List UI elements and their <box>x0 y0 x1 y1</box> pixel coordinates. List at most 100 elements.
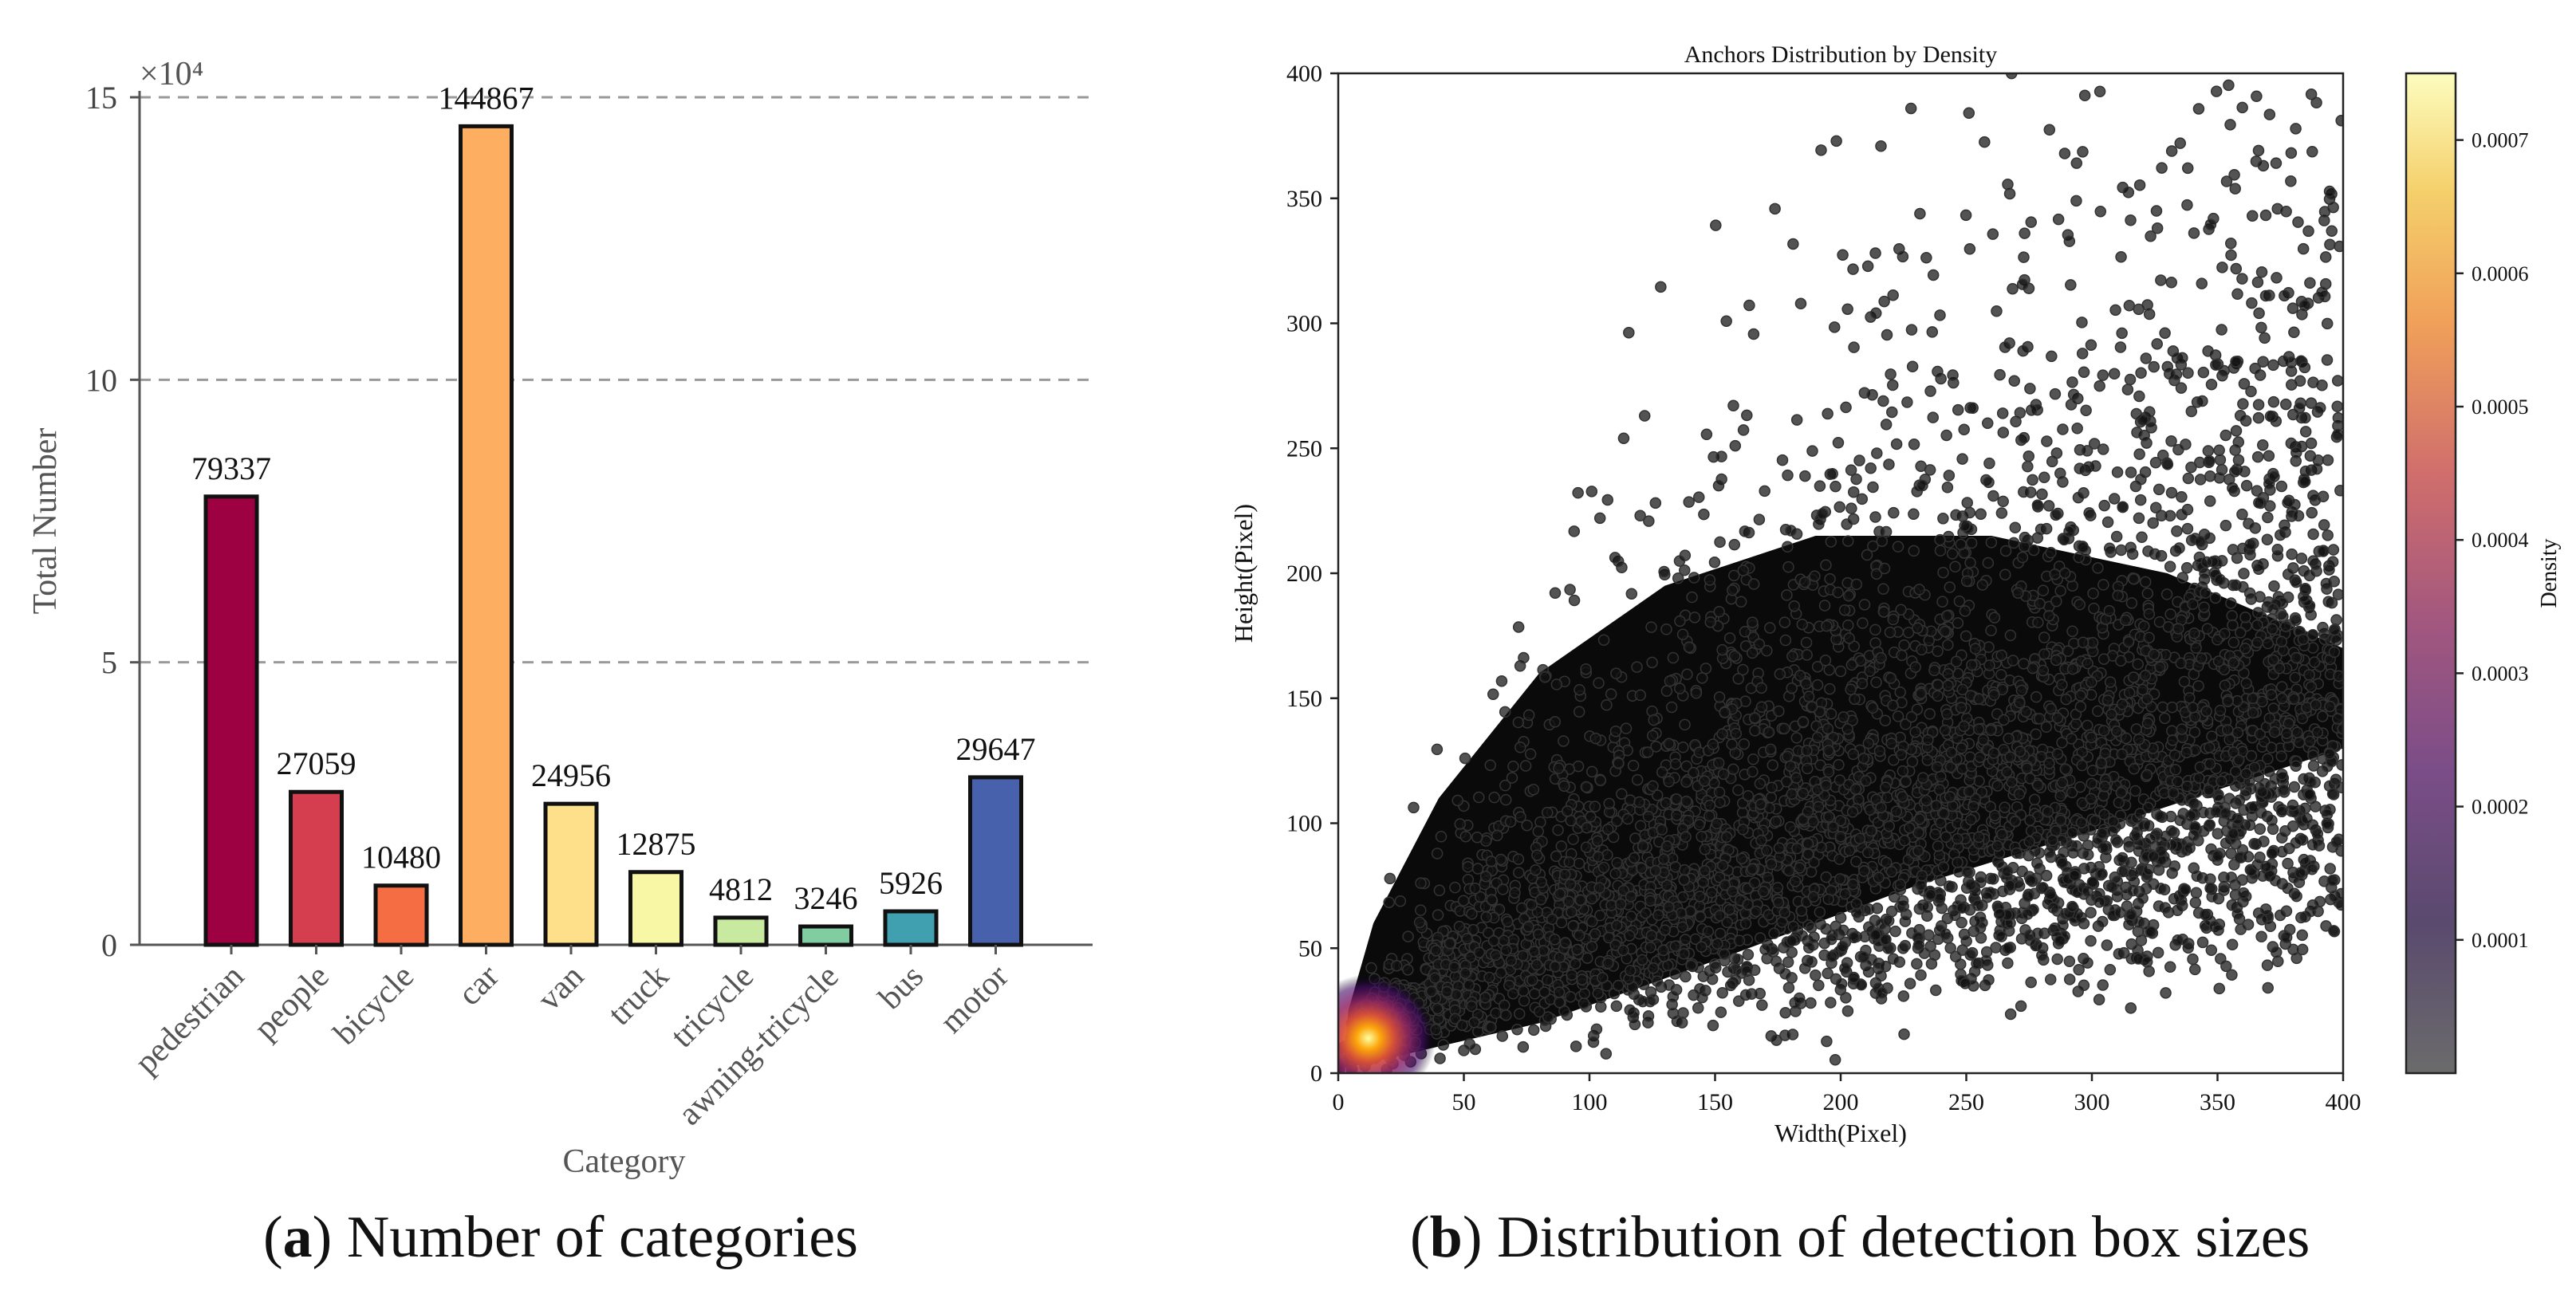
point <box>2324 238 2336 251</box>
point <box>2116 852 2129 864</box>
point <box>1755 834 1767 847</box>
point <box>2009 521 2022 533</box>
point <box>1818 600 1831 612</box>
point <box>1459 830 1472 843</box>
point <box>2134 808 2146 820</box>
point <box>1897 765 1909 777</box>
point <box>1737 424 1750 436</box>
point <box>1877 395 1889 407</box>
point <box>2002 178 2014 191</box>
point <box>2063 955 2076 968</box>
point <box>2311 828 2324 840</box>
point <box>1512 853 1525 865</box>
point <box>2110 726 2123 738</box>
point <box>1487 934 1500 947</box>
point <box>1832 437 1845 449</box>
point <box>2232 454 2245 466</box>
point <box>1793 992 1806 1005</box>
point <box>1674 682 1686 694</box>
bar-chart-panel: 0 5 10 15 ×10⁴ Total Number 79337 pedestrian 270… <box>0 0 1212 1196</box>
point <box>1727 399 1739 412</box>
point <box>2205 378 2218 391</box>
point <box>2323 185 2336 198</box>
colorbar-tick-label-1: 0.0002 <box>2472 796 2529 819</box>
point <box>2054 814 2067 827</box>
point <box>1996 828 2008 840</box>
point <box>1786 682 1798 694</box>
point <box>1569 958 1581 970</box>
point <box>2196 277 2208 289</box>
point <box>2323 564 2335 576</box>
point <box>2201 623 2214 635</box>
point <box>1737 564 1750 576</box>
point <box>2306 839 2319 851</box>
point <box>1830 135 1842 148</box>
point <box>2172 904 2184 916</box>
point <box>1686 591 1698 604</box>
point <box>2319 251 2332 263</box>
point <box>1996 407 2009 419</box>
x-tick-label-6: 300 <box>2074 1089 2110 1115</box>
point <box>2016 551 2029 564</box>
point <box>2085 934 2097 947</box>
point <box>2142 545 2154 557</box>
x-tick-label-pedestrian: pedestrian <box>128 958 252 1082</box>
point <box>1698 775 1711 787</box>
point <box>1672 572 1684 584</box>
point <box>2255 930 2267 943</box>
point <box>2148 360 2160 373</box>
point <box>2085 339 2097 352</box>
point <box>1881 328 1893 341</box>
point <box>1965 813 1977 826</box>
point <box>1699 864 1711 877</box>
point <box>1640 907 1652 919</box>
point <box>2168 749 2181 761</box>
point <box>2264 410 2277 423</box>
point <box>1365 962 1377 974</box>
point <box>2246 210 2259 222</box>
point <box>1820 871 1832 883</box>
point <box>2181 522 2194 535</box>
point <box>1611 815 1623 828</box>
point <box>1678 874 1690 887</box>
point <box>2281 727 2293 739</box>
point <box>1881 791 1893 804</box>
point <box>2051 953 2063 966</box>
point <box>1499 793 1512 806</box>
colorbar-tick-label-0: 0.0001 <box>2472 929 2529 952</box>
point <box>2276 832 2288 844</box>
point <box>1906 360 1919 372</box>
point <box>1634 689 1647 702</box>
point <box>1997 427 2010 439</box>
point <box>1937 861 1950 873</box>
point <box>2141 769 2153 781</box>
point <box>2247 706 2259 719</box>
point <box>1787 238 1799 250</box>
point <box>1985 724 1997 737</box>
point <box>2298 564 2310 577</box>
point <box>2187 953 2199 966</box>
point <box>1737 663 1749 676</box>
point <box>2116 748 2129 761</box>
point <box>1849 783 1862 795</box>
point <box>2251 276 2264 289</box>
point <box>1811 731 1824 744</box>
point <box>1602 931 1615 944</box>
point <box>1700 663 1712 675</box>
point <box>2189 896 2202 909</box>
point <box>2239 789 2251 801</box>
point <box>1845 659 1858 671</box>
point <box>2196 395 2208 407</box>
point <box>1733 995 1745 1007</box>
point <box>2151 222 2164 234</box>
point <box>1927 269 1940 281</box>
point <box>1916 479 1928 492</box>
point <box>1743 299 1755 312</box>
x-tick-label-people: people <box>247 958 337 1048</box>
point <box>2111 891 2124 903</box>
point <box>2330 836 2343 848</box>
point <box>2240 677 2252 690</box>
point <box>2173 542 2185 554</box>
point <box>2139 669 2152 682</box>
point <box>2331 713 2343 725</box>
